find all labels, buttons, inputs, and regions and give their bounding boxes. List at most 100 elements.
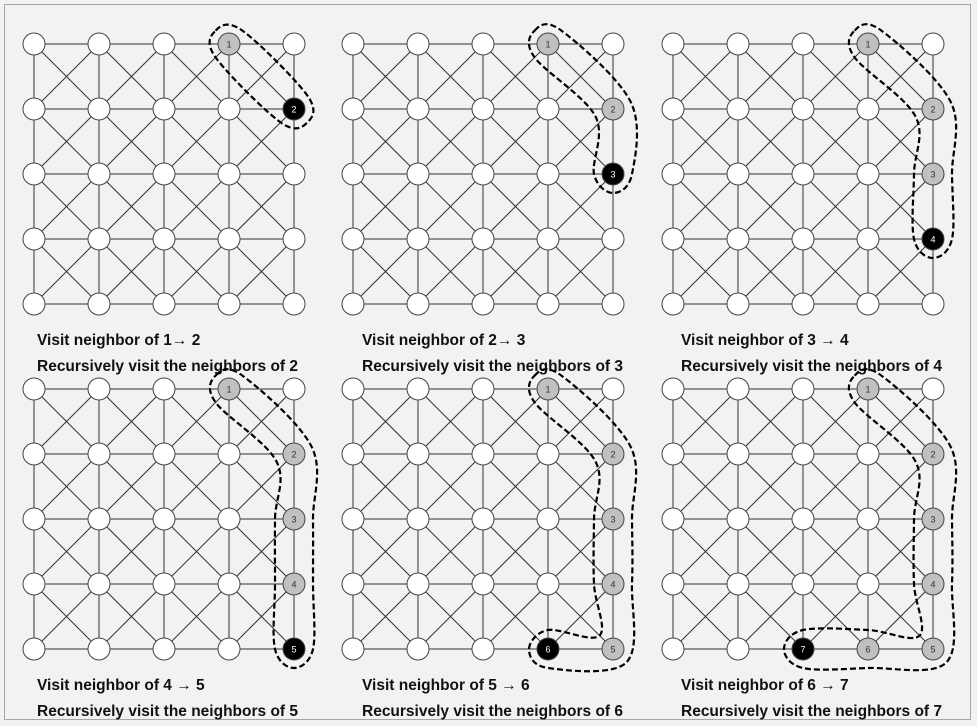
caption-visit: Visit neighbor of 5 → 6 — [362, 677, 530, 694]
graph-node — [661, 162, 685, 186]
graph-node — [536, 507, 560, 531]
dfs-path-outline — [527, 23, 639, 195]
visited-node — [921, 572, 945, 596]
graph-edge — [867, 453, 934, 520]
graph-edge — [802, 238, 869, 305]
node-label: 3 — [930, 170, 935, 180]
visited-node — [536, 32, 560, 56]
graph-node — [791, 507, 815, 531]
graph-edge — [417, 238, 484, 305]
graph-node — [341, 162, 365, 186]
graph-node — [471, 572, 495, 596]
graph-edge — [228, 173, 295, 240]
graph-node — [406, 292, 430, 316]
graph-node — [87, 442, 111, 466]
graph-edge — [352, 43, 419, 110]
caption-visit: Visit neighbor of 1→ 2 — [37, 332, 201, 349]
graph-edge — [163, 583, 230, 650]
graph-node — [87, 162, 111, 186]
node-label: 1 — [226, 385, 231, 395]
graph-node — [856, 162, 880, 186]
graph-edge — [867, 583, 934, 650]
graph-node — [661, 637, 685, 661]
node-label: 2 — [610, 450, 615, 460]
graph-edge — [228, 518, 295, 585]
graph-node — [726, 162, 750, 186]
graph-edge — [547, 453, 614, 520]
graph-node — [87, 377, 111, 401]
node-label: 2 — [930, 105, 935, 115]
graph-edge — [352, 388, 419, 455]
graph-node — [341, 442, 365, 466]
graph-node — [152, 162, 176, 186]
graph-node — [341, 227, 365, 251]
graph-node — [87, 572, 111, 596]
graph-node — [152, 637, 176, 661]
graph-node — [601, 227, 625, 251]
graph-edge — [482, 43, 549, 110]
graph-edge — [547, 518, 614, 585]
graph-edge — [802, 518, 869, 585]
graph-node — [661, 507, 685, 531]
graph-node — [791, 572, 815, 596]
graph-node — [471, 227, 495, 251]
graph-node — [406, 97, 430, 121]
node-label: 3 — [291, 515, 296, 525]
visited-node — [921, 162, 945, 186]
graph-edge — [867, 108, 934, 175]
dfs-step-panel: 1 2 3 4 6 5 Visit neighbor of 5 → 6 Recursive… — [336, 366, 658, 726]
visited-node — [282, 442, 306, 466]
visited-node — [856, 377, 880, 401]
graph-node — [341, 32, 365, 56]
graph-node — [856, 227, 880, 251]
graph-edge — [417, 518, 484, 585]
graph-nodes: 1 2 3 4 6 5 — [341, 377, 625, 661]
graph-edge — [352, 518, 419, 585]
visited-node — [601, 507, 625, 531]
graph-node — [341, 97, 365, 121]
graph-edge — [352, 173, 419, 240]
graph-node — [791, 377, 815, 401]
graph-node — [726, 292, 750, 316]
graph-node — [341, 507, 365, 531]
dfs-path-outline — [208, 368, 319, 670]
graph-node — [471, 292, 495, 316]
graph-node — [22, 507, 46, 531]
graph-edge — [98, 518, 165, 585]
graph-edge — [417, 173, 484, 240]
visited-node — [921, 442, 945, 466]
graph-node — [661, 32, 685, 56]
graph-nodes: 1 2 3 4 7 6 5 — [661, 377, 945, 661]
visited-node — [536, 377, 560, 401]
graph-edge — [802, 43, 869, 110]
node-label: 4 — [930, 235, 935, 245]
graph-node — [661, 377, 685, 401]
visited-node — [217, 377, 241, 401]
node-label: 5 — [930, 645, 935, 655]
graph-node — [536, 572, 560, 596]
graph-edge — [867, 518, 934, 585]
graph-node — [536, 97, 560, 121]
graph-node — [856, 572, 880, 596]
graph-edge — [672, 453, 739, 520]
graph-canvas: 1 2 3 4 7 6 5 — [661, 368, 958, 672]
graph-edge — [672, 43, 739, 110]
graph-node — [471, 162, 495, 186]
graph-node — [217, 162, 241, 186]
dfs-path-outline — [208, 23, 315, 130]
graph-edge — [228, 388, 295, 455]
graph-edge — [98, 583, 165, 650]
graph-edge — [482, 453, 549, 520]
graph-edge — [547, 583, 614, 650]
node-label: 3 — [610, 170, 615, 180]
graph-edge — [98, 453, 165, 520]
graph-node — [536, 227, 560, 251]
graph-edge — [867, 238, 934, 305]
graph-edge — [482, 583, 549, 650]
caption-recurse: Recursively visit the neighbors of 3 — [362, 358, 623, 375]
graph-edge — [867, 43, 934, 110]
graph-edge — [98, 43, 165, 110]
graph-node — [921, 377, 945, 401]
graph-edge — [33, 238, 100, 305]
graph-node — [601, 377, 625, 401]
